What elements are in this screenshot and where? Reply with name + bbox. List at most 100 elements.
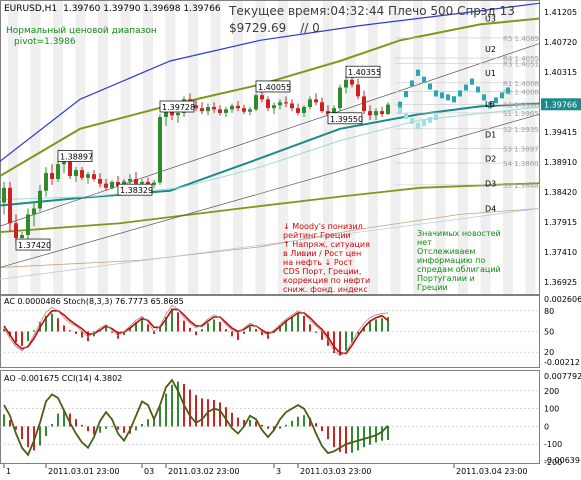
- ao-axis-label: 0.007792: [544, 372, 581, 381]
- session-band: [278, 1, 288, 294]
- candle-body: [302, 107, 306, 113]
- trend-line-lower: [0, 113, 541, 268]
- level-label: D1: [485, 131, 496, 140]
- price-tag-box: [57, 150, 93, 162]
- projection-block: [476, 86, 480, 93]
- projection-block: [428, 83, 432, 90]
- candle-body: [266, 99, 270, 109]
- ao-axis-label: -200: [544, 458, 562, 467]
- projection-block-lower: [404, 113, 408, 120]
- session-band: [435, 1, 446, 294]
- projection-block-lower: [428, 116, 432, 123]
- projection-block: [464, 84, 468, 91]
- candle-body: [278, 102, 282, 106]
- price-tag-text: 1.38329: [120, 186, 153, 195]
- candle-body: [62, 161, 66, 165]
- price-axis-label: 1.38910: [544, 158, 577, 167]
- candle-body: [356, 84, 360, 97]
- time-axis-label: 1: [6, 467, 11, 476]
- price-tag-text: 1.38897: [60, 153, 93, 162]
- candle-body: [290, 103, 294, 109]
- candle-body: [80, 170, 84, 178]
- time-axis-label: 3: [276, 467, 281, 476]
- candle-body: [248, 109, 252, 112]
- ao-axis-label: -0.00639: [544, 456, 580, 465]
- candle-body: [122, 181, 126, 187]
- candle-body: [146, 181, 150, 185]
- projection-block: [494, 97, 498, 104]
- candle-body: [332, 108, 336, 115]
- time-axis: 1 2011.03.01 23:00 03 2011.03.02 23:00 3 2011…: [3, 464, 527, 476]
- annotation-line: Значимых новостей: [417, 229, 501, 238]
- projection-block: [500, 92, 504, 99]
- annotation-line: информацию по: [417, 256, 485, 265]
- candle-body: [32, 208, 36, 215]
- projection-block: [452, 96, 456, 103]
- price-axis-label: 1.39415: [544, 128, 577, 137]
- session-band: [98, 1, 108, 294]
- trend-line-upper: [0, 42, 541, 227]
- pivot-label: R1 1.4008: [503, 80, 539, 88]
- projection-block: [398, 101, 402, 108]
- price-tag-box: [327, 112, 363, 125]
- time-axis-label: 2011.03.01 23:00: [48, 467, 119, 476]
- candle-body: [314, 99, 318, 103]
- session-band: [390, 1, 401, 294]
- session-band: [480, 1, 491, 294]
- pivot-label: R5 1.4089: [503, 35, 539, 43]
- price-tag-box: [117, 183, 153, 196]
- pivot-label: R3 1.4051: [503, 60, 539, 68]
- pivot-label: S1 1.3965: [503, 110, 539, 118]
- candle-body: [56, 164, 60, 179]
- ao-cci-panel[interactable]: AO -0.001675 CCI(14) 4.3802: [0, 370, 540, 464]
- session-bands: [8, 1, 536, 294]
- price-tag-box: [345, 65, 381, 78]
- ac-stoch-panel[interactable]: AC 0.0000486 Stoch(8,3,3) 76.7773 65.868…: [0, 295, 540, 368]
- projection-block-lower: [410, 117, 414, 124]
- candle-body: [380, 111, 384, 115]
- session-band: [53, 1, 63, 294]
- candle-body: [38, 190, 42, 209]
- candle-body: [92, 174, 96, 179]
- annotation-line: сниж. фонд. индекс: [283, 285, 368, 294]
- candle-body: [386, 104, 390, 115]
- session-band: [345, 1, 356, 294]
- price-axis-label: 1.37915: [544, 218, 577, 227]
- session-band: [323, 1, 333, 294]
- level-labels: U3 U2 U1 LB D1 D2 D3 D4: [485, 15, 496, 214]
- candle-body: [50, 173, 54, 179]
- session-band: [143, 1, 153, 294]
- projection-block: [488, 102, 492, 109]
- level-label: D4: [485, 204, 496, 213]
- annotation-line: Отслеживаем: [417, 247, 475, 256]
- session-band: [210, 1, 221, 294]
- stoch-signal-line: [3, 308, 389, 355]
- projection-block: [458, 90, 462, 97]
- candle-body: [68, 161, 72, 177]
- ao-title: AO -0.001675 CCI(14) 4.3802: [4, 374, 122, 383]
- candle-body: [8, 187, 12, 224]
- annotation-line: CDS Порт, Греции,: [283, 267, 361, 276]
- candle-body: [206, 107, 210, 112]
- price-axis-label: 1.41205: [544, 8, 577, 17]
- candle-body: [26, 214, 30, 236]
- inner-band-light: [0, 106, 541, 201]
- projection-block: [416, 69, 420, 76]
- ac-axis-label: 80: [544, 307, 554, 316]
- candle-body: [320, 102, 324, 112]
- time-axis-label: 2011.03.02 23:00: [168, 467, 239, 476]
- candle-body: [128, 178, 132, 182]
- level-label: U3: [485, 15, 496, 24]
- session-band: [300, 1, 311, 294]
- ac-title: AC 0.0000486 Stoch(8,3,3) 76.7773 65.868…: [4, 297, 184, 306]
- ao-axis-label: -100: [544, 440, 562, 449]
- session-band: [120, 1, 131, 294]
- current-price-label: 1.39766: [544, 100, 577, 109]
- candle-body: [350, 79, 354, 85]
- news-annotation-green: Значимых новостей нет Отслеживаем информаци…: [417, 229, 501, 292]
- candle-body: [368, 111, 372, 116]
- pivot-label: R1 1.3986: [503, 102, 540, 110]
- price-axis: 1.41205 1.40720 1.40315 1.39766 1.39415 1.389…: [541, 8, 581, 287]
